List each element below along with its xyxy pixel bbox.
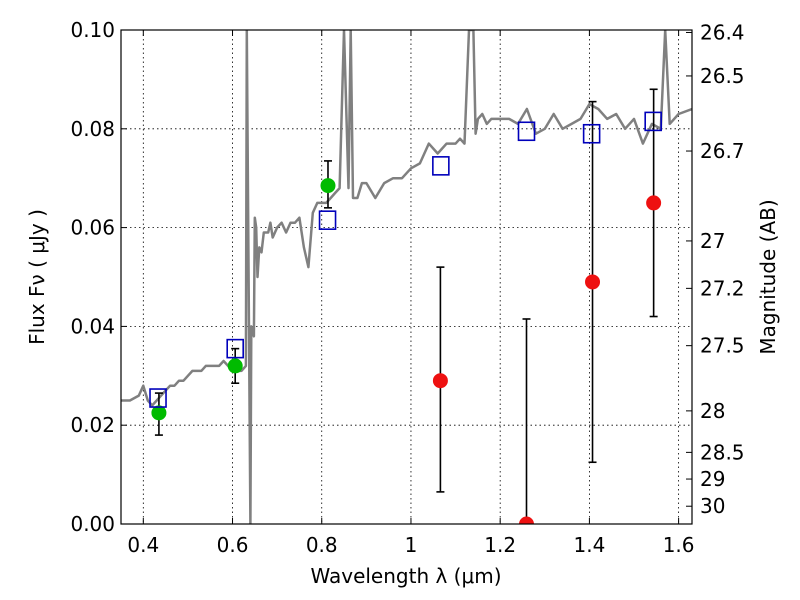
right-tick-label: 26.5 <box>700 64 745 88</box>
data-point <box>585 274 601 290</box>
right-tick-label: 28 <box>700 399 725 423</box>
y-tick-label: 0.02 <box>70 413 115 437</box>
ticks <box>121 29 692 525</box>
y-axis-title: Flux Fν ( μJy ) <box>25 209 49 345</box>
grid <box>121 29 692 525</box>
data-point <box>519 516 534 524</box>
x-tick-label: 0.8 <box>306 533 338 557</box>
spectrum-series <box>121 30 692 524</box>
right-tick-label: 26.7 <box>700 139 745 163</box>
model-square <box>149 388 167 408</box>
x-tick-label: 1.4 <box>573 533 605 557</box>
x-tick-label: 1.2 <box>484 533 516 557</box>
right-tick-label: 27 <box>700 229 725 253</box>
x-tick-label: 0.6 <box>217 533 249 557</box>
model-square <box>318 210 337 230</box>
x-axis-title: Wavelength λ (μm) <box>310 564 501 588</box>
right-tick-label: 27.2 <box>700 276 745 300</box>
data-point <box>227 358 243 374</box>
data-point <box>320 178 336 194</box>
model-square <box>226 338 244 359</box>
plot-frame <box>120 29 693 525</box>
x-tick-label: 0.4 <box>127 533 159 557</box>
model-square <box>432 156 450 176</box>
model-square <box>582 123 601 144</box>
y-tick-label: 0.08 <box>70 117 115 141</box>
model-square <box>644 111 662 132</box>
y-tick-label: 0.06 <box>70 216 115 240</box>
data-point <box>432 373 448 389</box>
y-tick-label: 0.00 <box>70 512 115 536</box>
right-tick-label: 28.5 <box>700 440 745 464</box>
points-layer <box>149 88 662 524</box>
right-tick-label: 29 <box>700 467 725 491</box>
tick-labels: 0.4 0.6 0.8 1 1.2 1.4 1.6 0.00 0.02 0.04 0.06 0.08 0… <box>70 18 744 557</box>
right-tick-label: 30 <box>700 494 725 518</box>
x-tick-label: 1.6 <box>663 533 695 557</box>
model-square <box>517 121 536 142</box>
y-tick-label: 0.04 <box>70 314 115 338</box>
right-tick-label: 26.4 <box>700 20 745 44</box>
data-point <box>151 405 167 421</box>
spectrum-line <box>121 30 692 524</box>
y-tick-label: 0.10 <box>70 18 115 42</box>
right-tick-label: 27.5 <box>700 334 745 358</box>
right-axis-title: Magnitude (AB) <box>756 199 780 354</box>
data-point <box>646 195 662 211</box>
x-tick-label: 1 <box>405 533 418 557</box>
